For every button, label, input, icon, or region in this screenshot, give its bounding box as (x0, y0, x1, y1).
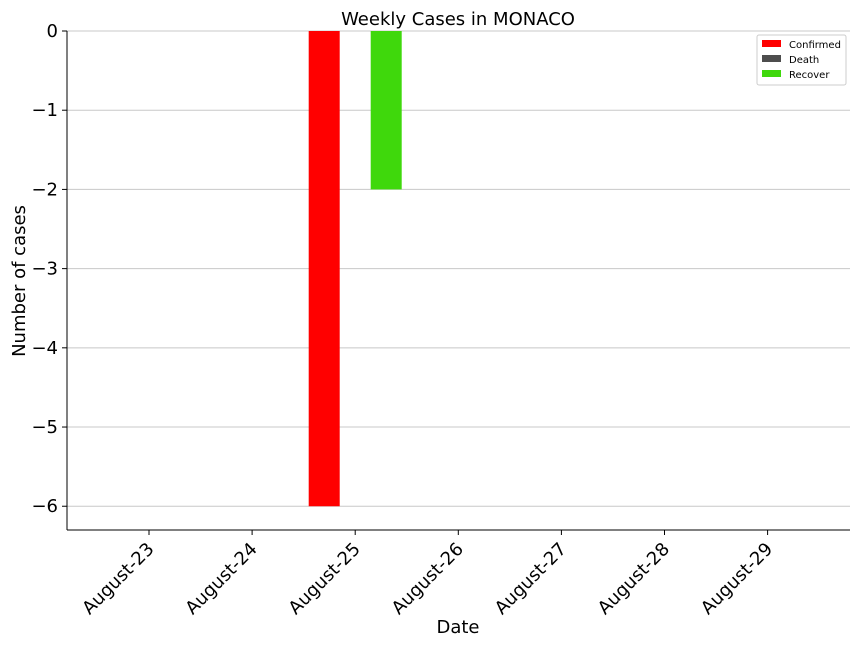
y-tick-label: −5 (31, 417, 58, 438)
legend-label-death: Death (789, 55, 819, 66)
y-tick-label: −3 (31, 259, 58, 280)
legend-label-recover: Recover (789, 70, 830, 81)
chart-title: Weekly Cases in MONACO (341, 9, 575, 30)
x-tick-label: August-28 (594, 539, 674, 619)
bar-confirmed-august-25 (308, 31, 340, 507)
legend-swatch-death (762, 55, 781, 62)
legend-label-confirmed: Confirmed (789, 40, 841, 51)
y-ticks: 0 −1 −2 −3 −4 −5 −6 (31, 21, 67, 517)
x-axis-label: Date (436, 617, 479, 638)
bar-recover-august-25 (370, 31, 402, 190)
legend-swatch-confirmed (762, 40, 781, 47)
y-tick-label: 0 (47, 21, 58, 42)
y-tick-label: −4 (31, 338, 58, 359)
x-ticks: August-23 August-24 August-25 August-26 Augu… (78, 530, 777, 619)
bars (308, 31, 402, 507)
x-tick-label: August-27 (491, 539, 571, 619)
y-tick-label: −2 (31, 179, 58, 200)
x-tick-label: August-23 (78, 539, 158, 619)
x-tick-label: August-24 (181, 539, 261, 619)
y-tick-label: −1 (31, 100, 58, 121)
y-axis-label: Number of cases (9, 205, 30, 357)
legend-swatch-recover (762, 70, 781, 77)
axes (66, 31, 850, 531)
legend: Confirmed Death Recover (756, 34, 847, 86)
x-tick-label: August-25 (285, 539, 365, 619)
y-tick-label: −6 (31, 496, 58, 517)
x-tick-label: August-26 (388, 539, 468, 619)
x-tick-label: August-29 (697, 539, 777, 619)
grid-lines (67, 30, 850, 507)
